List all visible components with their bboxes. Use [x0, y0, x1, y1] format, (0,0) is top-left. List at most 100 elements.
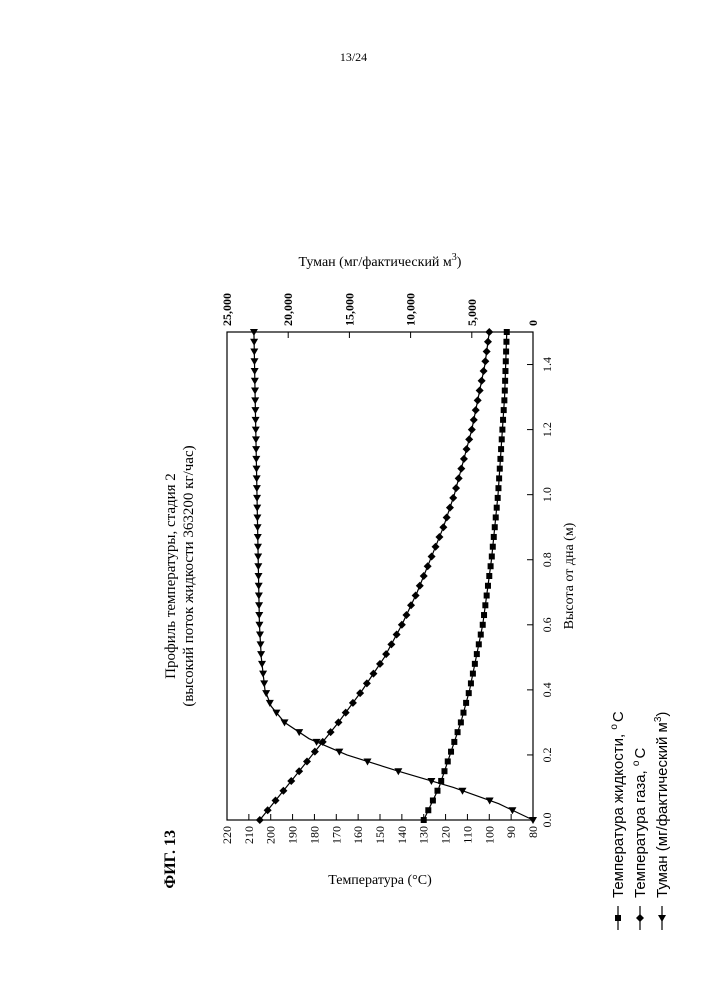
- data-point-triangle: [295, 729, 303, 736]
- left-tick-label: 170: [329, 826, 343, 844]
- data-point-square: [451, 739, 457, 745]
- data-point-diamond: [428, 552, 436, 560]
- data-point-triangle: [250, 349, 258, 356]
- right-axis-label-close: ): [457, 255, 462, 270]
- data-point-square: [489, 553, 495, 559]
- data-point-square: [498, 446, 504, 452]
- legend-label: Температура газа, oC: [631, 748, 649, 898]
- data-point-diamond: [481, 357, 489, 365]
- data-point-diamond: [376, 660, 384, 668]
- data-point-triangle: [258, 661, 266, 668]
- right-tick-label: 25,000: [220, 293, 234, 326]
- data-point-square: [485, 583, 491, 589]
- data-point-diamond: [424, 562, 432, 570]
- data-point-square: [466, 690, 472, 696]
- data-point-diamond: [470, 416, 478, 424]
- legend-degree: o: [609, 724, 620, 730]
- data-point-square: [497, 456, 503, 462]
- data-point-square: [421, 817, 427, 823]
- legend-degree: o: [631, 760, 642, 766]
- data-point-triangle: [252, 446, 260, 453]
- data-point-square: [503, 339, 509, 345]
- data-point-square: [492, 524, 498, 530]
- data-point-square: [463, 700, 469, 706]
- right-tick-label: 15,000: [342, 293, 356, 326]
- data-point-triangle: [254, 534, 262, 541]
- data-point-triangle: [255, 602, 263, 609]
- figure-label: ФИГ. 13: [162, 830, 179, 889]
- data-point-triangle: [658, 915, 666, 922]
- data-point-triangle: [254, 524, 262, 531]
- series-triangle: [250, 329, 537, 824]
- data-point-square: [502, 388, 508, 394]
- data-point-square: [474, 651, 480, 657]
- data-point-diamond: [432, 543, 440, 551]
- data-point-square: [502, 368, 508, 374]
- data-point-diamond: [449, 494, 457, 502]
- data-point-triangle: [253, 514, 261, 521]
- data-point-square: [494, 505, 500, 511]
- data-point-triangle: [251, 378, 259, 385]
- data-point-triangle: [251, 397, 259, 404]
- x-tick-label: 1.4: [540, 357, 554, 372]
- data-point-diamond: [398, 621, 406, 629]
- data-point-diamond: [435, 533, 443, 541]
- data-point-square: [501, 397, 507, 403]
- data-point-diamond: [478, 377, 486, 385]
- data-point-square: [425, 807, 431, 813]
- right-axis-label-text: Туман (мг/фактический м: [299, 255, 452, 270]
- data-point-diamond: [412, 592, 420, 600]
- data-point-square: [503, 358, 509, 364]
- data-point-triangle: [252, 436, 260, 443]
- data-point-square: [495, 485, 501, 491]
- data-point-triangle: [251, 388, 259, 395]
- chart-container: 8090100110120130140150160170180190200210…: [90, 60, 690, 940]
- data-point-diamond: [636, 914, 644, 922]
- series-line: [260, 332, 490, 820]
- data-point-triangle: [253, 495, 261, 502]
- data-point-square: [496, 475, 502, 481]
- x-tick-label: 0.4: [540, 682, 554, 697]
- right-tick-label: 10,000: [404, 293, 418, 326]
- right-tick-label: 5,000: [465, 299, 479, 326]
- chart-subtitle: (высокий поток жидкости 363200 кг/час): [181, 445, 197, 706]
- data-point-diamond: [363, 679, 371, 687]
- data-point-triangle: [250, 339, 258, 346]
- data-point-triangle: [254, 544, 262, 551]
- data-point-diamond: [416, 582, 424, 590]
- data-point-triangle: [281, 719, 289, 726]
- data-point-square: [484, 593, 490, 599]
- left-tick-label: 190: [286, 826, 300, 844]
- data-point-triangle: [252, 417, 260, 424]
- data-point-diamond: [439, 523, 447, 531]
- data-point-square: [501, 407, 507, 413]
- data-point-square: [476, 641, 482, 647]
- data-point-square: [615, 915, 621, 921]
- data-point-diamond: [472, 406, 480, 414]
- data-point-square: [503, 349, 509, 355]
- x-tick-label: 0.8: [540, 552, 554, 567]
- data-point-square: [478, 632, 484, 638]
- left-tick-label: 90: [504, 826, 518, 838]
- data-point-triangle: [262, 690, 270, 697]
- data-point-square: [481, 612, 487, 618]
- data-point-square: [495, 495, 501, 501]
- data-point-square: [504, 329, 510, 335]
- data-point-triangle: [257, 651, 265, 658]
- x-axis-label: Высота от дна (м): [562, 522, 577, 629]
- data-point-triangle: [251, 368, 259, 375]
- data-series: [250, 328, 537, 824]
- data-point-diamond: [446, 504, 454, 512]
- data-point-square: [455, 729, 461, 735]
- data-point-square: [430, 797, 436, 803]
- legend-label-text: Температура жидкости,: [610, 730, 627, 898]
- series-square: [421, 329, 510, 823]
- left-tick-label: 220: [220, 826, 234, 844]
- data-point-square: [460, 710, 466, 716]
- data-point-square: [499, 427, 505, 433]
- left-tick-label: 150: [373, 826, 387, 844]
- data-point-diamond: [468, 426, 476, 434]
- data-point-square: [470, 671, 476, 677]
- data-point-triangle: [255, 622, 263, 629]
- left-tick-label: 180: [307, 826, 321, 844]
